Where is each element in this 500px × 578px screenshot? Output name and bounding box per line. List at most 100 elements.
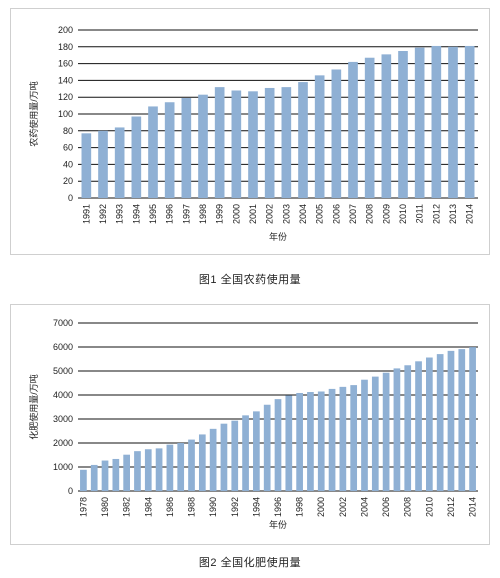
bar <box>231 90 242 198</box>
x-tick-label: 2011 <box>415 204 425 223</box>
x-tick-label: 1992 <box>230 497 240 517</box>
bar <box>164 102 175 198</box>
x-tick-label: 2001 <box>248 204 258 224</box>
y-tick-label: 20 <box>63 176 73 186</box>
chart-panel-pesticide: 0 20 40 60 80 100 120 140 160 180 200 1991 1992 1993 1… <box>10 8 490 255</box>
bar <box>253 411 260 491</box>
bar <box>348 61 358 198</box>
bar <box>188 439 195 491</box>
y-tick-label: 40 <box>63 159 73 169</box>
x-tick-label: 2002 <box>265 204 275 224</box>
y-tick-label: 7000 <box>53 318 73 328</box>
x-tick-label: 2014 <box>465 204 475 224</box>
bar <box>209 428 217 491</box>
y-tick-label: 100 <box>58 109 73 119</box>
bar <box>361 379 368 491</box>
x-tick-label: 2000 <box>231 204 241 224</box>
y-tick-label: 6000 <box>53 342 73 352</box>
bar <box>112 458 120 491</box>
bar <box>80 469 87 491</box>
figure-caption-fertilizer: 图2 全国化肥使用量 <box>198 557 302 569</box>
bar <box>264 87 275 198</box>
bar <box>364 57 375 198</box>
bar <box>214 87 225 198</box>
bar <box>448 46 458 198</box>
x-tick-label: 2010 <box>424 497 434 517</box>
x-axis-title: 年份 <box>269 519 287 530</box>
bar <box>404 365 412 491</box>
bar <box>198 434 206 491</box>
bar <box>90 464 98 491</box>
x-tick-label: 1997 <box>181 204 191 224</box>
bar <box>101 460 109 491</box>
y-tick-label: 120 <box>58 92 73 102</box>
bar <box>298 82 308 198</box>
bar <box>414 47 425 198</box>
bar <box>177 443 185 491</box>
x-tick-label: 1984 <box>143 497 153 517</box>
bar <box>426 357 433 491</box>
bar <box>464 45 475 199</box>
x-axis-title: 年份 <box>269 231 287 242</box>
y-tick-label: 1000 <box>53 462 73 472</box>
x-tick-label: 2006 <box>331 204 341 224</box>
y-tick-label: 140 <box>58 75 73 85</box>
y-tick-label: 160 <box>58 59 73 69</box>
bar <box>382 372 390 491</box>
bar <box>248 91 258 198</box>
bar <box>447 350 455 491</box>
bar <box>371 376 379 491</box>
x-tick-label: 1982 <box>122 497 132 517</box>
bar <box>144 449 152 491</box>
bar <box>436 354 444 491</box>
x-tick-label: 2009 <box>381 204 391 224</box>
pesticide-bar-chart: 0 20 40 60 80 100 120 140 160 180 200 1991 1992 1993 1… <box>28 25 478 242</box>
y-axis-title: 化肥使用量/万吨 <box>28 374 39 440</box>
bar <box>398 51 408 198</box>
bar <box>339 386 347 491</box>
y-tick-label: 5000 <box>53 366 73 376</box>
bar <box>181 98 192 198</box>
fertilizer-bar-chart: 0 1000 2000 3000 4000 5000 6000 7000 1978 1980 198… <box>28 318 478 530</box>
x-tick-label: 2005 <box>315 204 325 224</box>
bar <box>381 54 392 198</box>
bar <box>242 415 249 491</box>
x-tick-label: 1999 <box>215 204 225 224</box>
bar <box>458 349 466 491</box>
x-tick-label: 2012 <box>446 497 456 517</box>
bar <box>314 75 325 198</box>
x-tick-label: 1993 <box>115 204 125 224</box>
x-tick-label: 2008 <box>403 497 413 517</box>
x-tick-label: 2014 <box>468 497 478 517</box>
x-tick-label: 1980 <box>100 497 110 517</box>
x-tick-label: 1986 <box>165 497 175 517</box>
y-tick-label: 80 <box>63 126 73 136</box>
x-tick-label: 2002 <box>338 497 348 517</box>
bar <box>393 368 401 491</box>
bar <box>285 395 293 491</box>
bar <box>469 347 476 491</box>
x-tick-label: 2004 <box>359 497 369 517</box>
y-tick-label: 3000 <box>53 414 73 424</box>
y-axis-title: 农药使用量/万吨 <box>28 81 39 147</box>
x-tick-label: 2008 <box>365 204 375 224</box>
x-tick-label: 2000 <box>316 497 326 517</box>
x-tick-label: 2007 <box>348 204 358 224</box>
bar <box>166 444 174 491</box>
y-tick-label: 2000 <box>53 438 73 448</box>
y-tick-label: 0 <box>68 193 73 203</box>
x-tick-label: 2003 <box>281 204 291 224</box>
x-tick-label: 2006 <box>381 497 391 517</box>
bar <box>123 454 130 491</box>
x-tick-label: 1991 <box>81 204 91 224</box>
x-tick-label: 1994 <box>251 497 261 517</box>
bar <box>415 361 422 491</box>
x-tick-label: 2004 <box>298 204 308 224</box>
bar <box>431 45 442 199</box>
figure-caption-pesticide: 图1 全国农药使用量 <box>198 274 302 286</box>
bar <box>231 420 239 491</box>
x-tick-label: 2010 <box>398 204 408 224</box>
x-tick-label: 1998 <box>295 497 305 517</box>
bar <box>350 385 358 491</box>
x-tick-label: 1994 <box>131 204 141 224</box>
